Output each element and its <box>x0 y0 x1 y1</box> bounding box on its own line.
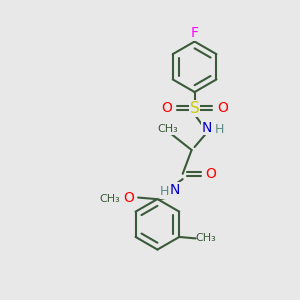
Text: H: H <box>160 185 170 198</box>
Text: CH₃: CH₃ <box>158 124 178 134</box>
Text: O: O <box>205 167 216 181</box>
Text: O: O <box>161 101 172 116</box>
Text: S: S <box>190 101 200 116</box>
Text: H: H <box>215 123 224 136</box>
Text: CH₃: CH₃ <box>196 233 216 243</box>
Text: N: N <box>201 121 212 135</box>
Text: O: O <box>123 190 134 205</box>
Text: CH₃: CH₃ <box>100 194 120 204</box>
Text: N: N <box>170 183 181 197</box>
Text: O: O <box>217 101 228 116</box>
Text: F: F <box>190 26 199 40</box>
